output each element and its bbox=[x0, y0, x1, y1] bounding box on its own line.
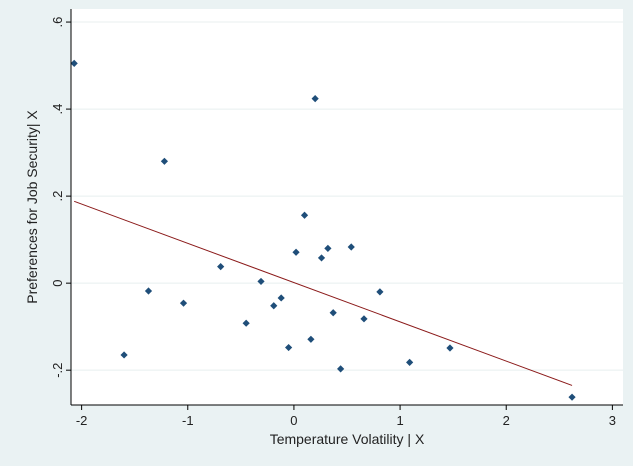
data-point bbox=[270, 302, 278, 310]
data-point bbox=[329, 309, 337, 317]
data-point bbox=[217, 263, 225, 271]
plot-area bbox=[71, 9, 623, 405]
data-point bbox=[347, 243, 355, 251]
data-point bbox=[160, 157, 169, 165]
y-tick-label: .4 bbox=[50, 104, 65, 115]
data-point bbox=[300, 211, 309, 219]
data-point bbox=[337, 365, 345, 373]
data-point bbox=[406, 358, 414, 366]
y-axis-title: Preferences for Job Security| X bbox=[24, 110, 40, 304]
data-point bbox=[144, 287, 153, 295]
data-point bbox=[277, 294, 285, 302]
x-tick-label: -2 bbox=[76, 413, 88, 428]
fit-line-layer bbox=[74, 200, 573, 386]
data-point bbox=[70, 59, 78, 67]
y-tick-label: 0 bbox=[50, 280, 65, 287]
x-axis-title: Temperature Volatility | X bbox=[270, 431, 425, 447]
data-point bbox=[307, 335, 315, 343]
data-point bbox=[257, 277, 265, 286]
data-point bbox=[376, 288, 384, 296]
data-point bbox=[446, 344, 454, 352]
x-tick-label: 0 bbox=[290, 413, 297, 428]
x-tick-label: -1 bbox=[182, 413, 194, 428]
x-tick-label: 1 bbox=[396, 413, 403, 428]
data-point bbox=[317, 254, 326, 262]
data-point bbox=[285, 343, 293, 352]
y-axis-ticks: -.2 0 .2 .4 .6 bbox=[50, 17, 71, 378]
data-point bbox=[568, 393, 576, 401]
data-point bbox=[360, 315, 368, 323]
fitted-line bbox=[74, 200, 573, 386]
y-tick-label: .2 bbox=[50, 191, 65, 202]
data-point bbox=[324, 244, 332, 252]
y-tick-label: -.2 bbox=[50, 363, 65, 378]
data-point bbox=[242, 319, 250, 327]
data-point bbox=[179, 299, 188, 307]
points-layer bbox=[70, 59, 576, 401]
y-tick-label: .6 bbox=[50, 17, 65, 28]
data-point bbox=[120, 351, 128, 359]
x-tick-label: 3 bbox=[609, 413, 616, 428]
x-tick-label: 2 bbox=[503, 413, 510, 428]
data-point bbox=[311, 95, 319, 103]
data-point bbox=[292, 248, 300, 256]
x-axis-ticks: -2 -1 0 1 2 3 bbox=[76, 405, 616, 428]
